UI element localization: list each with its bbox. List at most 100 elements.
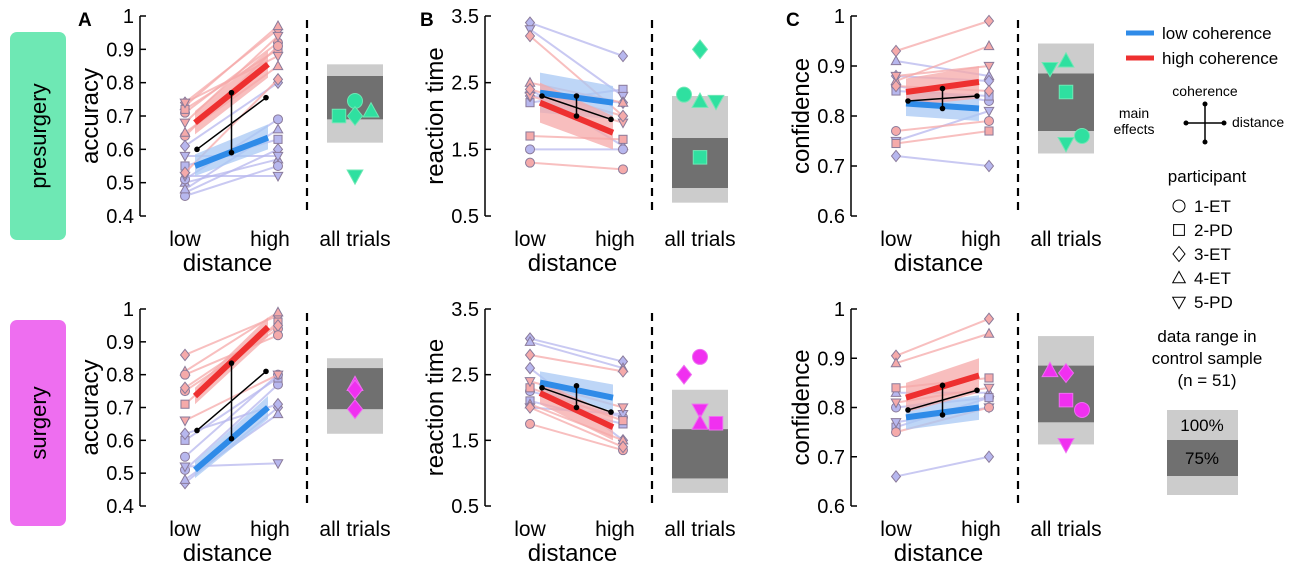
participant-marker-high — [983, 14, 995, 28]
participant-marker-low — [179, 139, 191, 153]
y-tick-label: 0.9 — [817, 56, 845, 78]
participant-line-high — [184, 25, 279, 107]
x-axis-label: distance — [894, 540, 983, 563]
y-tick-label: 0.9 — [106, 332, 134, 354]
main-effects-label-2: effects — [1114, 121, 1155, 137]
all-trials-marker-diamond — [675, 364, 693, 385]
effect-dot — [974, 93, 980, 99]
participant-marker-low — [983, 159, 995, 173]
participant-marker-high — [618, 164, 628, 175]
all-trials-marker-diamond — [346, 105, 364, 127]
x-axis-label: distance — [183, 250, 272, 277]
all-trials-marker-triangle-up — [1041, 361, 1059, 378]
participant-legend-triangle-down-icon — [1171, 296, 1187, 310]
participant-legend-circle-icon — [1172, 199, 1186, 213]
all-trials-marker-triangle-up — [691, 413, 709, 430]
y-axis-label: confidence — [788, 58, 815, 174]
participant-marker-high — [272, 72, 284, 86]
participant-line-high — [529, 353, 624, 373]
all-trials-marker-triangle-down — [707, 94, 725, 111]
participant-marker-high — [890, 71, 902, 82]
x-category-label: low — [169, 228, 201, 251]
y-tick-label: 0.6 — [106, 139, 134, 161]
effect-dot — [905, 98, 911, 104]
x-category-label: low — [880, 518, 912, 541]
participant-line-low — [895, 455, 990, 478]
y-tick-label: 1 — [123, 6, 134, 28]
y-tick-label: 0.6 — [817, 496, 845, 518]
participant-line-high — [895, 120, 990, 132]
participant-marker-low — [272, 459, 284, 470]
participant-marker-high — [984, 373, 994, 383]
y-tick-label: 0.5 — [106, 463, 134, 485]
all-trials-marker-diamond — [346, 379, 364, 400]
y-tick-label: 0.9 — [817, 348, 845, 370]
all-trials-marker-diamond — [691, 39, 709, 60]
participant-line-low — [529, 337, 624, 363]
y-tick-label: 0.8 — [106, 365, 134, 387]
effect-dot — [539, 385, 545, 391]
control-range-75 — [1038, 73, 1094, 131]
range-legend-title-1: data range in — [1157, 327, 1256, 346]
all-trials-marker-square — [708, 416, 724, 431]
all-trials-marker-square — [1058, 84, 1074, 100]
all-trials-marker-circle — [1074, 128, 1090, 144]
participant-legend-label: 1-ET — [1194, 197, 1231, 216]
y-tick-label: 0.8 — [817, 398, 845, 420]
effect-dot — [905, 407, 911, 413]
panel-letter-b: B — [420, 10, 434, 31]
participant-marker-high — [618, 416, 628, 426]
y-axis-label: reaction time — [422, 339, 449, 476]
effect-dot — [974, 387, 980, 394]
all-trials-marker-triangle-up — [362, 101, 380, 118]
participant-marker-high — [618, 134, 628, 144]
participant-marker-high — [983, 383, 995, 394]
y-tick-label: 0.4 — [106, 496, 134, 518]
effect-dot — [939, 105, 946, 112]
participant-line-high — [184, 41, 279, 114]
participant-marker-high — [179, 98, 191, 109]
row-label-surgery-text: surgery — [26, 386, 51, 459]
y-axis-label: accuracy — [77, 68, 104, 164]
range-legend-75-swatch — [1167, 440, 1238, 476]
x-category-label: high — [961, 228, 1001, 251]
participant-marker-high — [617, 364, 629, 378]
y-tick-label: 0.8 — [106, 73, 134, 95]
x-category-label-all-trials: all trials — [664, 518, 735, 541]
participant-marker-high — [272, 51, 284, 62]
all-trials-marker-circle — [1074, 401, 1090, 418]
effect-dot — [573, 113, 580, 119]
all-trials-marker-triangle-down — [1057, 437, 1075, 454]
legend-low-coherence-label: low coherence — [1162, 24, 1272, 43]
effect-dot — [939, 382, 946, 389]
participant-marker-high — [180, 399, 190, 409]
all-trials-marker-triangle-down — [346, 169, 364, 186]
participant-marker-high — [890, 79, 902, 93]
all-trials-marker-diamond — [1057, 362, 1075, 384]
participant-marker-low — [179, 473, 191, 484]
participant-line-high — [895, 332, 990, 365]
all-trials-marker-square — [331, 108, 347, 124]
participant-marker-high — [524, 82, 536, 96]
participant-marker-high — [525, 157, 535, 168]
participant-line-high — [895, 130, 990, 145]
participant-line-high — [895, 20, 990, 52]
participant-marker-high — [524, 377, 536, 388]
participant-marker-high — [179, 166, 191, 180]
all-trials-marker-triangle-down — [691, 403, 709, 420]
effect-dot — [608, 409, 614, 415]
participant-marker-high — [983, 61, 995, 72]
participant-line-high — [895, 317, 990, 357]
participant-marker-high — [890, 44, 902, 58]
x-category-label: high — [595, 518, 635, 541]
participant-marker-high — [890, 357, 902, 368]
legend-high-coherence-label: high coherence — [1162, 49, 1278, 68]
participant-line-high — [529, 161, 624, 171]
y-tick-label: 2.5 — [451, 73, 479, 95]
participant-marker-low — [179, 427, 191, 441]
participant-marker-high — [617, 440, 629, 454]
participant-marker-high — [272, 370, 284, 381]
x-category-label-all-trials: all trials — [319, 228, 390, 251]
effect-dot — [194, 146, 200, 153]
all-trials-marker-square — [1058, 392, 1074, 408]
